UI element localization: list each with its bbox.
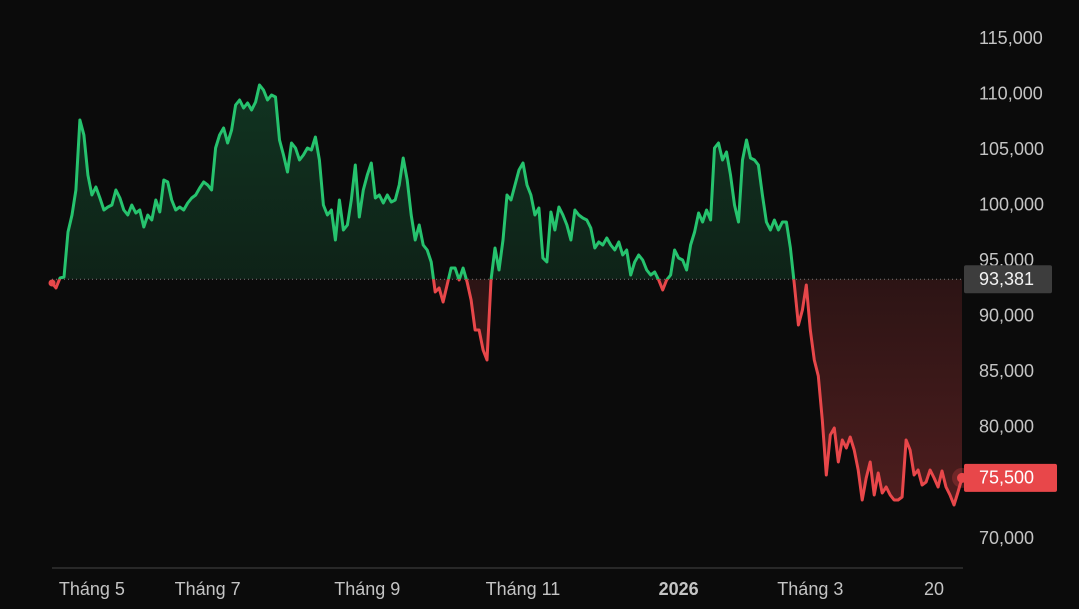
price-line-up xyxy=(57,83,796,280)
start-dot xyxy=(48,279,56,287)
y-tick-label: 115,000 xyxy=(979,28,1043,48)
x-tick-label: Tháng 5 xyxy=(59,579,125,599)
reference-tag xyxy=(964,265,1052,294)
x-tick-label: 20 xyxy=(924,579,944,599)
reference-label: 93,381 xyxy=(979,269,1034,289)
x-tick-label: Tháng 9 xyxy=(334,579,400,599)
y-tick-label: 110,000 xyxy=(979,83,1043,103)
y-tick-label: 95,000 xyxy=(979,250,1034,270)
y-tick-label: 85,000 xyxy=(979,361,1034,381)
x-tick-label: Tháng 11 xyxy=(486,579,561,599)
area-fill-up xyxy=(52,85,962,280)
x-tick-label: Tháng 7 xyxy=(175,579,241,599)
area-fill-down xyxy=(52,279,962,505)
y-tick-label: 105,000 xyxy=(979,139,1044,159)
y-tick-label: 70,000 xyxy=(979,528,1034,548)
x-tick-label: 2026 xyxy=(659,579,699,599)
price-line-down xyxy=(50,279,964,507)
last-price-tag xyxy=(964,463,1057,492)
last-price-label: 75,500 xyxy=(979,468,1034,488)
x-tick-label: Tháng 3 xyxy=(777,579,843,599)
y-tick-label: 90,000 xyxy=(979,306,1034,326)
y-tick-label: 80,000 xyxy=(979,417,1034,437)
y-tick-label: 100,000 xyxy=(979,194,1044,214)
